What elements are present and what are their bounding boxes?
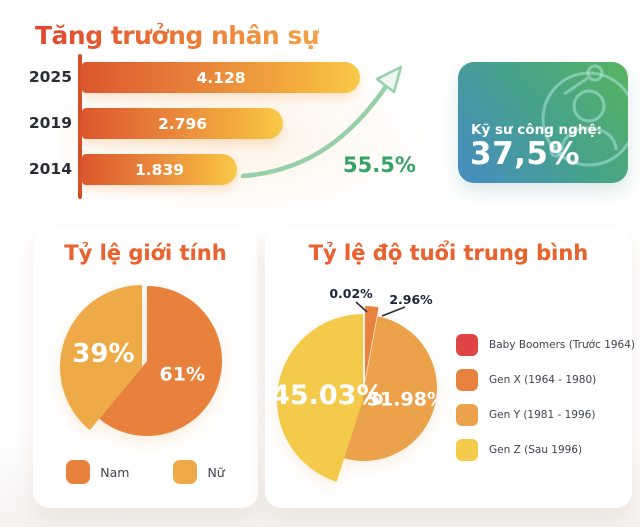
- bar-2014: 1.839: [82, 154, 237, 185]
- legend-swatch: [456, 369, 478, 391]
- callout-leader-line: [355, 301, 368, 313]
- age-card-title: Tỷ lệ độ tuổi trung bình: [265, 241, 632, 265]
- legend-item-n: Nữ: [173, 460, 225, 484]
- legend-label: Nữ: [207, 464, 225, 480]
- legend-label: Gen X (1964 - 1980): [489, 374, 597, 386]
- bar-2019: 2.796: [82, 108, 283, 139]
- legend-item-baby-boomers-tr-c-1964: Baby Boomers (Trước 1964): [456, 334, 635, 356]
- tech-card-value: 37,5%: [470, 136, 581, 172]
- bar-row-2019: 2019 2.796: [0, 108, 640, 139]
- pie-slice-nam: [99, 286, 222, 436]
- bar-value: 2.796: [157, 114, 208, 133]
- year-label: 2025: [28, 68, 72, 86]
- legend-item-gen-y-1981-1996: Gen Y (1981 - 1996): [456, 404, 635, 426]
- gender-ratio-card: Tỷ lệ giới tính 61% 39% Nam Nữ: [33, 228, 258, 508]
- tech-card-label: Kỹ sư công nghệ:: [471, 122, 602, 138]
- bar-row-2025: 2025 4.128: [0, 62, 640, 93]
- bar-chart-axis: [78, 54, 82, 199]
- legend-label: Gen Y (1981 - 1996): [489, 409, 596, 421]
- bar-2025: 4.128: [82, 62, 360, 93]
- page-title: Tăng trưởng nhân sự: [35, 20, 320, 50]
- pie-label-n: 39%: [72, 339, 134, 369]
- pie-slice-gen-z-sau-1996: [276, 314, 363, 482]
- gender-card-title: Tỷ lệ giới tính: [33, 241, 258, 265]
- callout-leader-line: [381, 306, 406, 317]
- growth-section: Tăng trưởng nhân sự 2025 4.128 2019 2.796 20…: [0, 0, 640, 220]
- gender-pie-chart: 61% 39%: [60, 285, 222, 436]
- year-label: 2014: [28, 160, 72, 178]
- legend-swatch: [456, 404, 478, 426]
- legend-swatch: [456, 334, 478, 356]
- pie-label-gen-y-1981-1996: 51.98%: [367, 388, 446, 410]
- pie-slice-gen-x-1964-1980: [365, 306, 379, 379]
- legend-swatch: [66, 460, 91, 484]
- year-label: 2019: [28, 114, 72, 132]
- bar-value: 1.839: [134, 160, 185, 179]
- legend-item-gen-z-sau-1996: Gen Z (Sau 1996): [456, 439, 635, 461]
- pie-label-gen-z-sau-1996: 45.03%: [271, 380, 383, 411]
- bar-value: 4.128: [196, 68, 246, 87]
- tech-engineers-card: Kỹ sư công nghệ: 37,5%: [458, 62, 628, 183]
- legend-label: Gen Z (Sau 1996): [489, 444, 583, 456]
- bar-row-2014: 2014 1.839: [0, 154, 640, 185]
- callout-gen-x: 2.96%: [389, 292, 433, 307]
- legend-item-nam: Nam: [66, 460, 129, 484]
- legend-label: Baby Boomers (Trước 1964): [489, 339, 636, 351]
- age-legend: Baby Boomers (Trước 1964) Gen X (1964 - 1…: [456, 334, 635, 474]
- pie-slice-n: [60, 285, 142, 431]
- person-network-icon: [541, 64, 628, 167]
- legend-item-gen-x-1964-1980: Gen X (1964 - 1980): [456, 369, 635, 391]
- legend-swatch: [173, 460, 198, 484]
- growth-arrow-icon: [240, 65, 403, 179]
- pie-label-nam: 61%: [160, 363, 205, 385]
- legend-label: Nam: [100, 464, 130, 480]
- age-ratio-card: Tỷ lệ độ tuổi trung bình 51.98% 45.03% 0.…: [265, 228, 635, 508]
- callout-baby-boomers: 0.02%: [329, 286, 373, 301]
- age-pie-chart: 51.98%45.03%: [271, 301, 446, 482]
- gender-legend: Nam Nữ: [33, 460, 258, 484]
- growth-percentage: 55.5%: [343, 153, 416, 177]
- pie-slice-gen-y-1981-1996: [341, 316, 437, 462]
- legend-swatch: [456, 439, 478, 461]
